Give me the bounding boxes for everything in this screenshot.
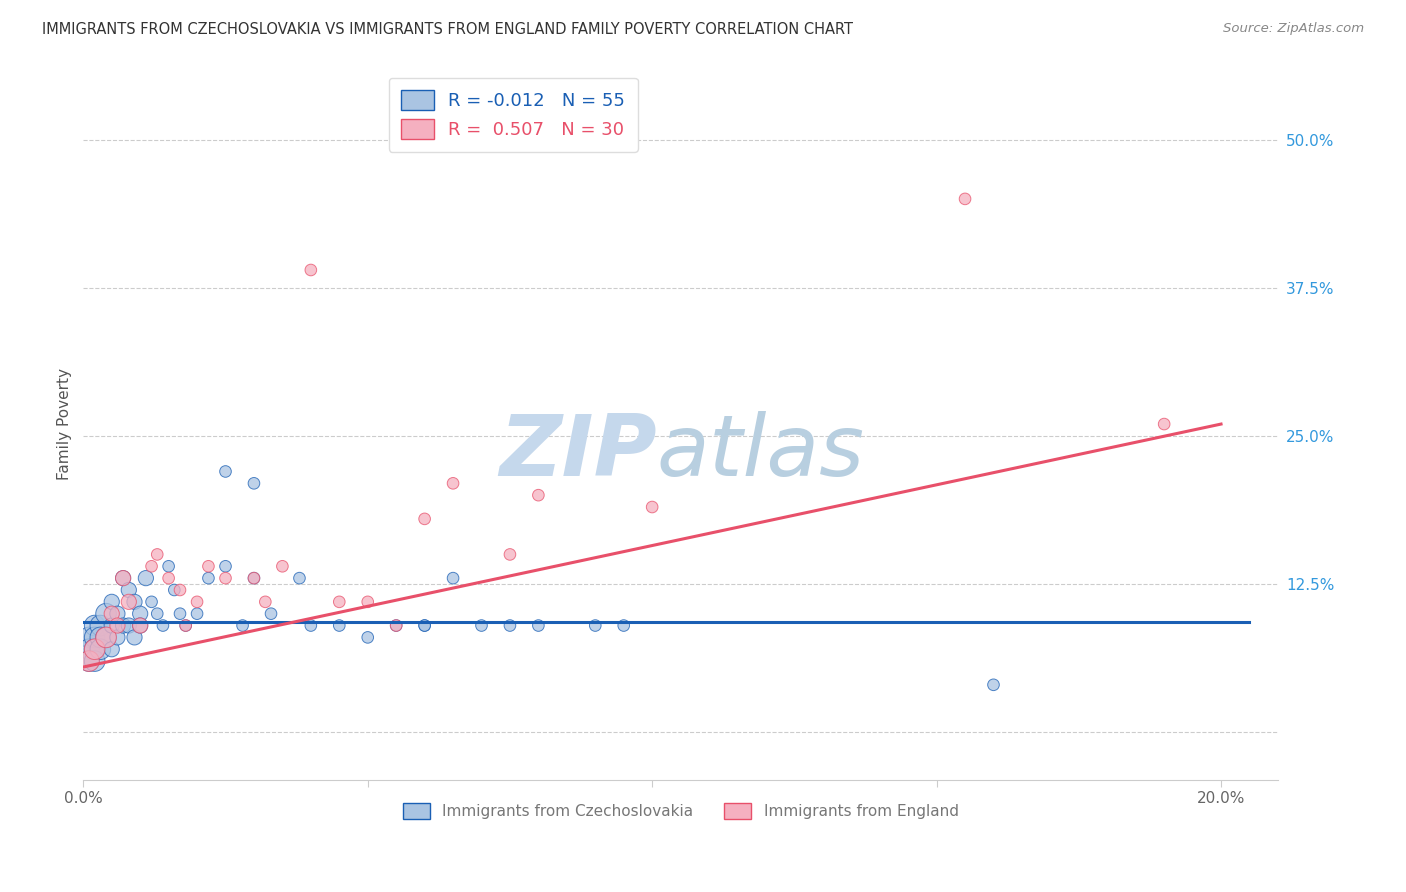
Point xyxy=(413,618,436,632)
Point xyxy=(112,571,135,585)
Point xyxy=(107,607,129,621)
Point xyxy=(77,654,100,668)
Point xyxy=(89,618,111,632)
Point xyxy=(299,263,322,277)
Point xyxy=(641,500,664,514)
Point xyxy=(94,631,117,645)
Point xyxy=(174,618,197,632)
Point xyxy=(214,559,236,574)
Point xyxy=(983,678,1005,692)
Point xyxy=(357,631,380,645)
Point xyxy=(186,595,208,609)
Point xyxy=(243,476,266,491)
Text: ZIP: ZIP xyxy=(499,411,657,494)
Point xyxy=(129,618,152,632)
Point xyxy=(260,607,283,621)
Point xyxy=(169,607,191,621)
Point xyxy=(89,631,111,645)
Point xyxy=(243,571,266,585)
Point xyxy=(953,192,976,206)
Point xyxy=(141,595,163,609)
Point xyxy=(441,571,464,585)
Point xyxy=(100,595,122,609)
Point xyxy=(197,559,219,574)
Legend: Immigrants from Czechoslovakia, Immigrants from England: Immigrants from Czechoslovakia, Immigran… xyxy=(396,797,965,825)
Point xyxy=(112,618,135,632)
Point xyxy=(174,618,197,632)
Point xyxy=(499,548,522,562)
Point xyxy=(135,571,157,585)
Point xyxy=(186,607,208,621)
Point xyxy=(146,548,169,562)
Point xyxy=(77,654,100,668)
Point xyxy=(470,618,492,632)
Point xyxy=(100,607,122,621)
Text: IMMIGRANTS FROM CZECHOSLOVAKIA VS IMMIGRANTS FROM ENGLAND FAMILY POVERTY CORRELA: IMMIGRANTS FROM CZECHOSLOVAKIA VS IMMIGR… xyxy=(42,22,853,37)
Point xyxy=(163,582,186,597)
Point xyxy=(77,631,100,645)
Point xyxy=(89,642,111,657)
Point xyxy=(129,618,152,632)
Point xyxy=(527,618,550,632)
Point xyxy=(94,607,117,621)
Point xyxy=(124,631,146,645)
Point xyxy=(100,642,122,657)
Point xyxy=(83,618,105,632)
Text: atlas: atlas xyxy=(657,411,865,494)
Text: Source: ZipAtlas.com: Source: ZipAtlas.com xyxy=(1223,22,1364,36)
Point xyxy=(124,595,146,609)
Point xyxy=(141,559,163,574)
Point xyxy=(157,571,180,585)
Point xyxy=(107,618,129,632)
Point xyxy=(107,631,129,645)
Point xyxy=(243,571,266,585)
Point xyxy=(214,571,236,585)
Point xyxy=(169,582,191,597)
Point xyxy=(129,607,152,621)
Point xyxy=(613,618,636,632)
Point xyxy=(77,642,100,657)
Point xyxy=(254,595,277,609)
Point xyxy=(441,476,464,491)
Point xyxy=(499,618,522,632)
Point xyxy=(583,618,606,632)
Point xyxy=(152,618,174,632)
Point xyxy=(112,571,135,585)
Point xyxy=(527,488,550,502)
Point xyxy=(83,631,105,645)
Point xyxy=(83,642,105,657)
Point xyxy=(94,631,117,645)
Point xyxy=(328,618,350,632)
Point xyxy=(197,571,219,585)
Point xyxy=(413,512,436,526)
Point xyxy=(299,618,322,632)
Point xyxy=(385,618,408,632)
Point xyxy=(146,607,169,621)
Point xyxy=(118,595,141,609)
Point xyxy=(100,618,122,632)
Point xyxy=(328,595,350,609)
Point xyxy=(118,582,141,597)
Point xyxy=(232,618,254,632)
Point xyxy=(83,642,105,657)
Point xyxy=(118,618,141,632)
Point xyxy=(357,595,380,609)
Y-axis label: Family Poverty: Family Poverty xyxy=(58,368,72,480)
Point xyxy=(1153,417,1175,431)
Point xyxy=(385,618,408,632)
Point xyxy=(271,559,294,574)
Point xyxy=(157,559,180,574)
Point xyxy=(83,654,105,668)
Point xyxy=(288,571,311,585)
Point xyxy=(214,465,236,479)
Point xyxy=(413,618,436,632)
